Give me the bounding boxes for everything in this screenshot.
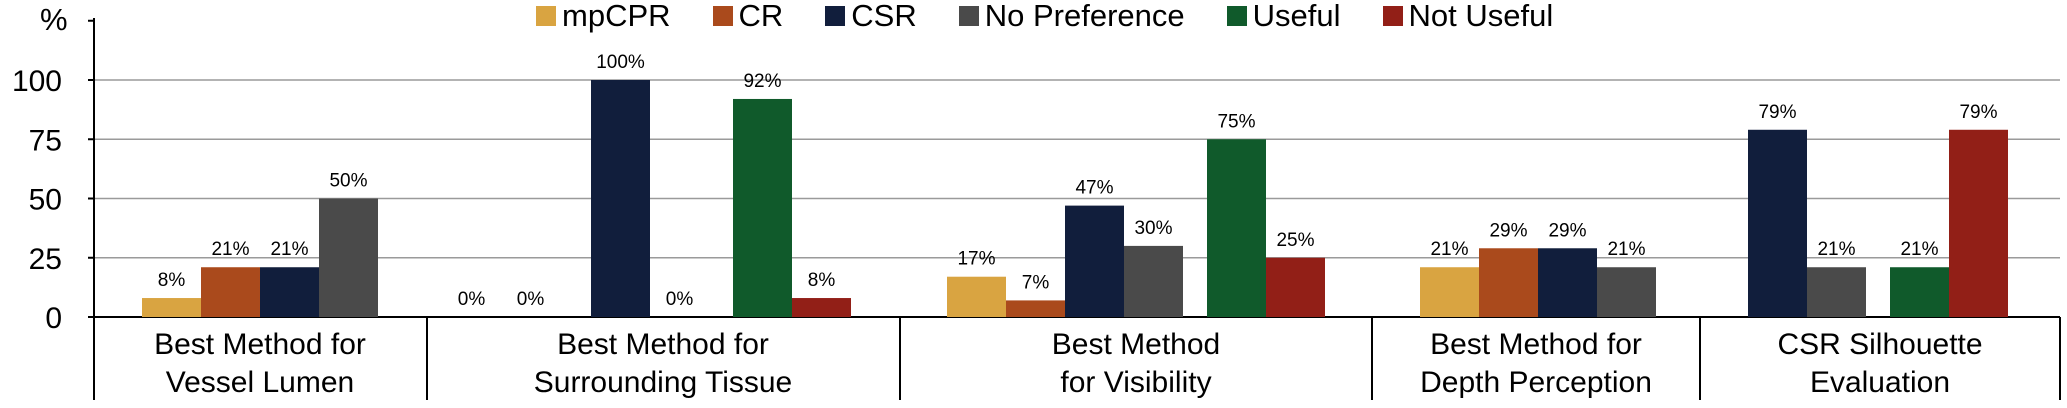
legend-label-not-useful: Not Useful [1408,0,1554,33]
data-label: 21% [1607,239,1645,260]
legend-item-no-preference: No Preference [958,0,1185,34]
bar-no-preference [1124,245,1183,317]
bar-mpcpr [1420,267,1479,317]
y-tick-label: 100 [12,65,62,98]
data-label: 8% [158,270,186,291]
data-label: 8% [808,270,836,291]
bar-cr [1479,248,1538,317]
legend-swatch-useful [1226,6,1247,26]
y-tick-label: 50 [29,184,62,217]
legend-item-csr: CSR [825,0,917,34]
y-tick-label: 25 [29,243,62,276]
y-tick-label: 0 [45,302,62,335]
bar-csr [260,267,319,317]
bar-no-preference [319,198,378,317]
legend-label-cr: CR [738,0,784,33]
category-label: Best Method for [154,328,366,361]
bar-useful [733,98,792,318]
y-tick-label: 75 [29,124,62,157]
data-label: 75% [1217,111,1255,132]
data-label: 21% [270,239,308,260]
bar-no-preference [1807,267,1866,317]
data-label: 7% [1022,272,1050,293]
bar-not-useful [1949,129,2008,317]
data-label: 0% [666,289,694,310]
bar-csr [1065,205,1124,317]
data-label: 21% [1817,239,1855,260]
data-label: 79% [1959,102,1997,123]
legend-item-not-useful: Not Useful [1382,0,1554,34]
legend-swatch-no-preference [958,6,979,26]
data-label: 50% [329,171,367,192]
legend-label-csr: CSR [851,0,917,33]
data-label: 100% [596,52,645,73]
bar-cr [1006,300,1065,317]
data-label: 79% [1758,102,1796,123]
data-label: 21% [1900,239,1938,260]
legend-swatch-not-useful [1382,6,1403,26]
bar-csr [591,80,650,317]
bar-useful [1890,267,1949,317]
data-label: 21% [211,239,249,260]
data-label: 29% [1489,220,1527,241]
category-label: Best Method for [557,328,769,361]
category-label: Vessel Lumen [166,366,354,399]
bar-csr [1748,129,1807,317]
category-label: Evaluation [1810,366,1950,399]
bar-csr [1538,248,1597,317]
bar-no-preference [1597,267,1656,317]
category-label: Depth Perception [1420,366,1652,399]
legend-label-useful: Useful [1252,0,1341,33]
data-label: 0% [517,289,545,310]
chart-legend: mpCPR CR CSR No Preference Useful Not Us… [536,0,1595,34]
data-label: 0% [458,289,486,310]
bar-useful [1207,139,1266,317]
legend-label-mpcpr: mpCPR [562,0,671,33]
category-label: Best Method for [1430,328,1642,361]
category-label: CSR Silhouette [1777,328,1982,361]
y-axis-label: % [40,2,68,37]
data-label: 47% [1075,178,1113,199]
data-label: 92% [743,71,781,92]
bar-mpcpr [947,276,1006,317]
legend-item-mpcpr: mpCPR [536,0,671,34]
data-label: 29% [1548,220,1586,241]
category-label: for Visibility [1060,366,1211,399]
category-label: Best Method [1052,328,1220,361]
data-label: 30% [1134,218,1172,239]
bar-cr [201,267,260,317]
legend-swatch-mpcpr [536,6,556,26]
category-label: Surrounding Tissue [534,366,793,399]
bar-mpcpr [142,298,201,317]
legend-item-cr: CR [712,0,784,34]
data-label: 17% [957,249,995,270]
legend-label-no-preference: No Preference [984,0,1185,33]
data-label: 25% [1276,230,1314,251]
bar-not-useful [792,298,851,317]
bar-not-useful [1266,257,1325,317]
legend-swatch-csr [825,6,846,26]
data-label: 21% [1430,239,1468,260]
legend-swatch-cr [712,6,733,26]
legend-item-useful: Useful [1226,0,1341,34]
